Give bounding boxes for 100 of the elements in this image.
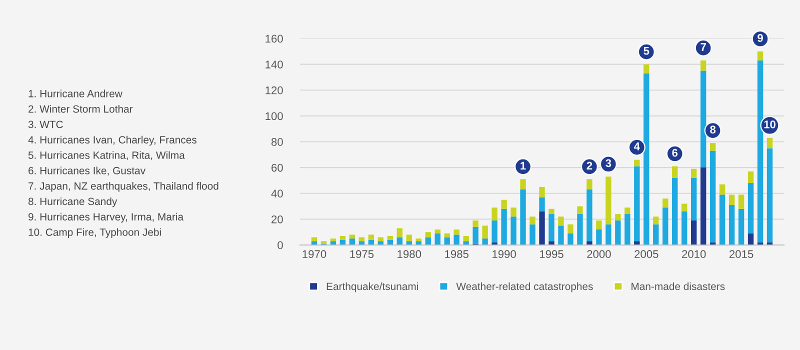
bar [672, 166, 678, 178]
bar [606, 176, 612, 224]
bar [682, 211, 688, 245]
bar [634, 160, 640, 166]
y-tick-label: 100 [266, 112, 283, 120]
annotation: 2 [586, 162, 592, 170]
bar [662, 198, 668, 208]
bar [757, 51, 764, 60]
bar [710, 143, 716, 151]
text: 9. Hurricanes Harvey, Irma, Maria [28, 212, 184, 223]
annotation: 6 [672, 148, 678, 157]
annotation: 1 [520, 162, 526, 170]
bar [700, 70, 706, 168]
annotation: 7 [700, 43, 706, 51]
annotation: 8 [710, 126, 716, 134]
bar [530, 216, 536, 224]
x-tick-label: 1970 [302, 250, 326, 258]
y-tick-label: 80 [271, 138, 283, 146]
x-tick-label: 2005 [634, 250, 658, 258]
bar [748, 233, 754, 245]
bar [624, 208, 630, 214]
bar [454, 234, 460, 245]
bar [615, 214, 621, 220]
bar [520, 190, 526, 245]
bar [710, 150, 716, 242]
bar [472, 226, 478, 244]
text: 2. Winter Storm Lothar [28, 105, 133, 113]
bar [568, 233, 574, 245]
bar [463, 236, 469, 242]
bar [766, 148, 773, 242]
text: 5. Hurricanes Katrina, Rita, Wilma [28, 151, 185, 160]
bar [368, 234, 374, 240]
bar [434, 233, 440, 245]
bar [738, 194, 744, 209]
legend-label: Earthquake/tsunami [326, 282, 418, 292]
bar [501, 208, 507, 245]
text: 1. Hurricane Andrew [28, 90, 122, 98]
bar [548, 241, 554, 245]
bar [662, 208, 668, 245]
bar [615, 220, 621, 245]
bar [624, 214, 630, 245]
bar [320, 241, 327, 244]
bar [530, 224, 536, 245]
bar [349, 234, 356, 239]
y-tick-label: 120 [266, 86, 283, 94]
y-tick-label: 160 [266, 34, 283, 43]
text: 7. Japan, NZ earthquakes, Thailand flood [28, 182, 218, 192]
bar [510, 216, 516, 245]
bar [548, 208, 554, 214]
bar [416, 238, 422, 242]
bar [690, 178, 697, 220]
bar [577, 214, 583, 245]
bar [690, 220, 697, 245]
annotation: 3 [606, 159, 612, 168]
bar [748, 183, 754, 234]
text: 10. Camp Fire, Typhoon Jebi [28, 228, 161, 238]
x-tick-label: 2000 [587, 250, 611, 258]
legend-label: Weather-related catastrophes [456, 282, 593, 292]
bar [719, 194, 726, 245]
bar [653, 216, 659, 224]
bar [558, 226, 564, 245]
annotation: 4 [634, 142, 640, 150]
bar [644, 73, 650, 245]
bar [577, 206, 583, 214]
bar [548, 214, 554, 242]
legend-label: Man-made disasters [632, 282, 725, 290]
x-tick-label: 2015 [729, 250, 754, 258]
bar [690, 168, 697, 178]
bar [463, 241, 469, 245]
bar [766, 138, 773, 148]
bar [586, 241, 592, 245]
bar [454, 230, 460, 235]
bar [510, 208, 516, 217]
y-tick-label: 60 [272, 164, 283, 172]
bar [349, 238, 356, 245]
bar [406, 234, 412, 242]
bar [672, 178, 678, 245]
bar [748, 171, 754, 184]
bar [482, 226, 488, 239]
bar [700, 168, 706, 245]
bar [520, 179, 526, 190]
bar [558, 216, 564, 226]
bar [539, 197, 545, 212]
bar [728, 194, 735, 205]
bar [596, 220, 602, 230]
y-tick-label: 20 [272, 215, 283, 224]
x-tick-label: 1985 [445, 250, 468, 258]
x-tick-label: 1975 [350, 250, 374, 258]
bar [492, 220, 498, 242]
bar [539, 211, 545, 245]
bar [644, 64, 650, 74]
annotation: 5 [644, 47, 650, 55]
bar [501, 200, 507, 209]
bar [396, 228, 402, 238]
text: 8. Hurricane Sandy [28, 197, 118, 208]
bar [596, 230, 602, 245]
bar [387, 236, 394, 240]
bar [444, 233, 450, 238]
text: 6. Hurricanes Ike, Gustav [28, 166, 146, 176]
annotation: 9 [758, 34, 763, 42]
